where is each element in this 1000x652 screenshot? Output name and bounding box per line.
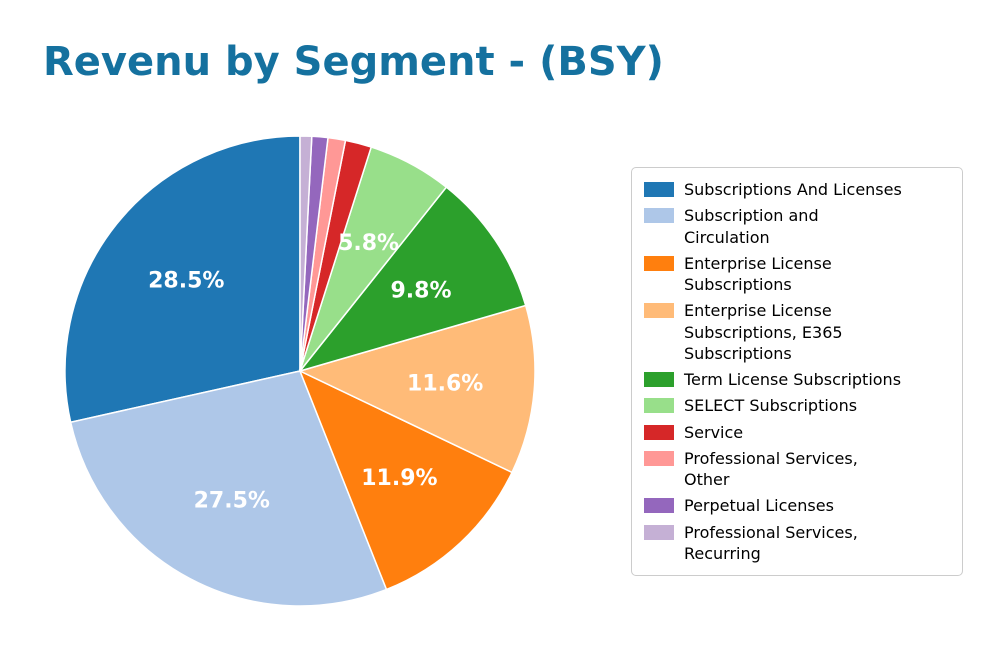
pie-slice — [64, 135, 301, 424]
legend-swatch — [644, 303, 674, 319]
legend-item: Subscriptions And Licenses — [644, 179, 950, 200]
pie-slice — [297, 186, 527, 373]
legend-swatch — [644, 498, 674, 514]
legend-swatch — [644, 398, 674, 414]
pie-slice — [298, 369, 514, 591]
legend-item: SELECT Subscriptions — [644, 395, 950, 416]
pie-slice-pct-label: 11.9% — [361, 466, 437, 491]
legend-item: Perpetual Licenses — [644, 495, 950, 516]
pie-slice-pct-label: 11.6% — [407, 372, 483, 397]
legend-swatch — [644, 524, 674, 540]
legend-label: Subscription and Circulation — [684, 206, 819, 247]
pie-slice-pct-label: 28.5% — [148, 269, 224, 294]
legend-swatch — [644, 372, 674, 388]
legend-label: Service — [684, 422, 744, 442]
pie-slice-pct-label: 5.8% — [338, 231, 399, 256]
legend-item: Enterprise License Subscriptions, E365 S… — [644, 300, 950, 364]
legend-label: Term License Subscriptions — [684, 370, 902, 390]
legend-item: Term License Subscriptions — [644, 369, 950, 390]
legend-swatch — [644, 424, 674, 440]
legend-swatch — [644, 255, 674, 271]
legend-item: Professional Services, Recurring — [644, 522, 950, 565]
pie-slice-pct-label: 27.5% — [194, 489, 270, 514]
pie-slice — [297, 304, 536, 474]
page-title: Revenu by Segment - (BSY) — [43, 39, 664, 85]
pie-slice — [69, 370, 388, 607]
legend-swatch — [644, 450, 674, 466]
legend-label: Enterprise License Subscriptions, E365 S… — [684, 301, 843, 363]
legend-item: Enterprise License Subscriptions — [644, 253, 950, 296]
legend-label: Enterprise License Subscriptions — [684, 253, 832, 295]
legend-item: Professional Services, Other — [644, 448, 950, 491]
legend-label: Professional Services, Other — [684, 448, 858, 490]
pie-slice — [299, 135, 313, 372]
legend-item: Subscription and Circulation — [644, 205, 950, 248]
legend: Subscriptions And Licenses Subscription … — [631, 167, 963, 577]
legend-label: Subscriptions And Licenses — [684, 180, 902, 199]
legend-label: SELECT Subscriptions — [684, 396, 858, 416]
legend-swatch — [644, 208, 674, 224]
legend-label: Professional Services, Recurring — [684, 522, 858, 563]
legend-swatch — [644, 182, 674, 197]
legend-label: Perpetual Licenses — [684, 496, 834, 516]
pie-slice-pct-label: 9.8% — [390, 279, 451, 304]
legend-item: Service — [644, 422, 950, 443]
pie-chart: 28.5% 27.5% 11.9% 11.6% 9.8% 5.8% — [64, 135, 536, 607]
